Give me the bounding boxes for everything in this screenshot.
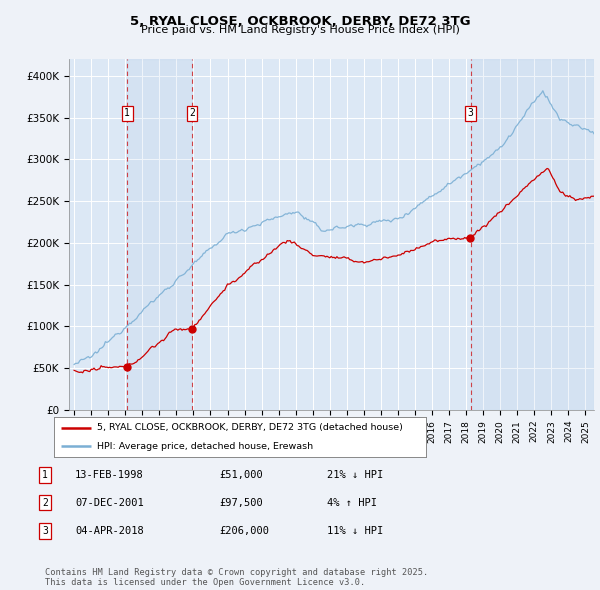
Text: 21% ↓ HPI: 21% ↓ HPI <box>327 470 383 480</box>
Text: 11% ↓ HPI: 11% ↓ HPI <box>327 526 383 536</box>
Text: 3: 3 <box>468 109 473 119</box>
Text: £206,000: £206,000 <box>219 526 269 536</box>
Text: 5, RYAL CLOSE, OCKBROOK, DERBY, DE72 3TG (detached house): 5, RYAL CLOSE, OCKBROOK, DERBY, DE72 3TG… <box>97 424 403 432</box>
Text: 3: 3 <box>42 526 48 536</box>
Text: 5, RYAL CLOSE, OCKBROOK, DERBY, DE72 3TG: 5, RYAL CLOSE, OCKBROOK, DERBY, DE72 3TG <box>130 15 470 28</box>
Text: 1: 1 <box>124 109 130 119</box>
Text: Contains HM Land Registry data © Crown copyright and database right 2025.
This d: Contains HM Land Registry data © Crown c… <box>45 568 428 587</box>
Text: 1: 1 <box>42 470 48 480</box>
Text: 2: 2 <box>42 498 48 507</box>
Text: Price paid vs. HM Land Registry's House Price Index (HPI): Price paid vs. HM Land Registry's House … <box>140 25 460 35</box>
Text: HPI: Average price, detached house, Erewash: HPI: Average price, detached house, Erew… <box>97 442 313 451</box>
Text: 07-DEC-2001: 07-DEC-2001 <box>75 498 144 507</box>
Text: 4% ↑ HPI: 4% ↑ HPI <box>327 498 377 507</box>
Bar <box>127 59 192 410</box>
Text: 13-FEB-1998: 13-FEB-1998 <box>75 470 144 480</box>
Text: £97,500: £97,500 <box>219 498 263 507</box>
Text: £51,000: £51,000 <box>219 470 263 480</box>
Bar <box>471 59 594 410</box>
Text: 04-APR-2018: 04-APR-2018 <box>75 526 144 536</box>
Text: 2: 2 <box>189 109 195 119</box>
